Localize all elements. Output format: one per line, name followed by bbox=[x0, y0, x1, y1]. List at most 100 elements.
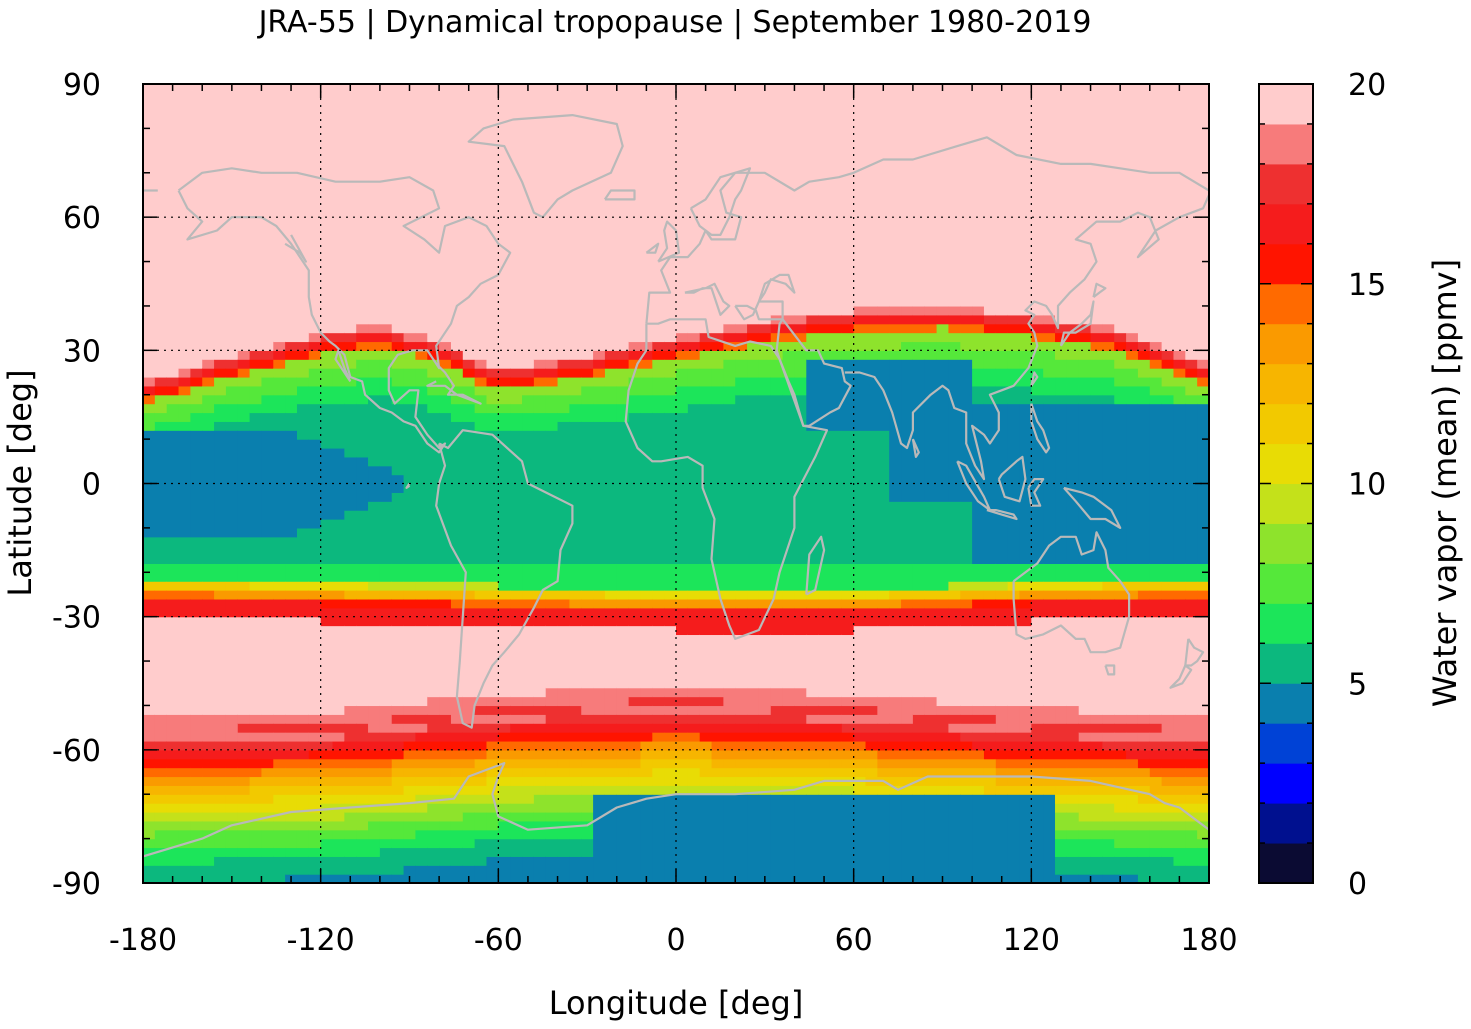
field-cell bbox=[924, 732, 938, 742]
field-cell bbox=[450, 590, 464, 600]
field-cell bbox=[368, 856, 381, 875]
field-cell bbox=[1185, 776, 1198, 786]
field-cell bbox=[522, 803, 535, 813]
field-cell bbox=[225, 421, 239, 431]
field-cell bbox=[972, 767, 985, 778]
field-cell bbox=[616, 590, 630, 600]
field-cell bbox=[569, 749, 582, 760]
field-cell bbox=[593, 714, 606, 724]
field-cell bbox=[296, 376, 310, 387]
field-cell bbox=[427, 865, 440, 883]
field-cell bbox=[237, 385, 251, 405]
field-cell bbox=[664, 767, 677, 786]
field-cell bbox=[1126, 767, 1139, 778]
field-cell bbox=[178, 590, 191, 600]
field-cell bbox=[391, 723, 405, 733]
field-cell bbox=[569, 758, 582, 769]
field-cell bbox=[1161, 785, 1175, 795]
field-cell bbox=[711, 385, 724, 405]
field-cell bbox=[439, 847, 452, 866]
field-cell bbox=[1161, 403, 1175, 564]
field-cell bbox=[853, 723, 867, 733]
field-cell bbox=[782, 341, 796, 351]
field-cell bbox=[486, 368, 499, 378]
field-cell bbox=[285, 341, 298, 351]
field-cell bbox=[1102, 714, 1115, 724]
field-cell bbox=[652, 740, 665, 751]
field-cell bbox=[581, 785, 594, 795]
field-cell bbox=[829, 563, 843, 591]
field-cell bbox=[273, 430, 286, 538]
field-cell bbox=[225, 856, 239, 883]
field-cell bbox=[249, 749, 263, 760]
field-cell bbox=[948, 767, 961, 778]
field-cell bbox=[1161, 385, 1175, 396]
field-cell bbox=[237, 723, 251, 733]
field-cell bbox=[154, 749, 168, 760]
field-cell bbox=[237, 359, 251, 369]
field-cell bbox=[439, 598, 452, 609]
field-cell bbox=[273, 829, 286, 849]
field-cell bbox=[462, 847, 476, 866]
field-cell bbox=[296, 749, 310, 760]
field-cell bbox=[557, 705, 570, 724]
field-cell bbox=[972, 749, 985, 760]
field-cell bbox=[1007, 84, 1021, 316]
field-cell bbox=[391, 341, 405, 351]
field-cell bbox=[794, 705, 807, 724]
field-cell bbox=[865, 749, 878, 760]
field-cell bbox=[498, 563, 511, 591]
field-cell bbox=[676, 723, 689, 733]
field-cell bbox=[237, 350, 251, 360]
field-cell bbox=[285, 616, 298, 715]
field-cell bbox=[1149, 758, 1163, 769]
field-cell bbox=[806, 785, 819, 795]
field-cell bbox=[190, 563, 203, 582]
field-cell bbox=[545, 740, 559, 751]
field-cell bbox=[190, 412, 203, 431]
field-cell bbox=[1173, 368, 1186, 378]
field-cell bbox=[735, 785, 748, 795]
field-cell bbox=[581, 598, 594, 609]
field-cell bbox=[1137, 776, 1151, 786]
field-cell bbox=[1066, 794, 1080, 804]
field-cell bbox=[983, 332, 997, 351]
coastline bbox=[1012, 531, 1131, 654]
field-cell bbox=[1173, 811, 1186, 822]
field-cell bbox=[865, 625, 878, 698]
field-cell bbox=[320, 874, 334, 883]
field-cell bbox=[569, 687, 582, 707]
field-cell bbox=[1055, 758, 1068, 769]
field-cell bbox=[261, 749, 274, 760]
field-cell bbox=[1078, 341, 1092, 360]
field-cell bbox=[510, 696, 523, 707]
field-cell bbox=[403, 705, 417, 715]
field-cell bbox=[948, 314, 961, 325]
field-cell bbox=[1007, 785, 1021, 795]
field-cell bbox=[379, 874, 393, 883]
field-cell bbox=[332, 350, 345, 369]
field-cell bbox=[296, 785, 310, 795]
field-cell bbox=[439, 732, 452, 742]
field-cell bbox=[936, 625, 950, 707]
field-cell bbox=[391, 403, 405, 476]
field-cell bbox=[1090, 341, 1103, 351]
field-cell bbox=[604, 421, 618, 564]
field-cell bbox=[841, 794, 855, 883]
field-cell bbox=[747, 563, 760, 591]
field-cell bbox=[510, 376, 523, 387]
field-cell bbox=[640, 412, 653, 564]
field-cell bbox=[841, 323, 855, 334]
field-cell bbox=[652, 723, 665, 733]
field-cell bbox=[439, 865, 452, 883]
field-cell bbox=[1114, 758, 1127, 769]
field-cell bbox=[616, 794, 630, 883]
field-cell bbox=[320, 785, 334, 795]
field-cell bbox=[676, 732, 689, 742]
coastline bbox=[405, 482, 411, 489]
field-cell bbox=[699, 714, 713, 724]
field-cell bbox=[936, 501, 950, 564]
field-cell bbox=[202, 803, 215, 813]
field-cell bbox=[687, 634, 701, 689]
field-cell bbox=[995, 705, 1009, 733]
